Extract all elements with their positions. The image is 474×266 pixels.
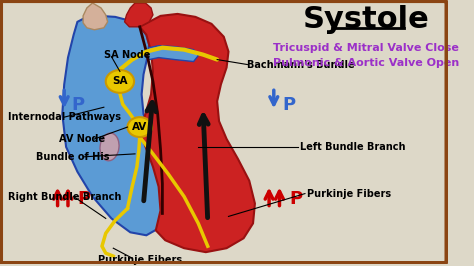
Polygon shape bbox=[62, 16, 168, 235]
Ellipse shape bbox=[106, 70, 134, 93]
Text: Bundle of His: Bundle of His bbox=[36, 152, 109, 162]
Text: Right Bundle Branch: Right Bundle Branch bbox=[8, 192, 121, 202]
Polygon shape bbox=[125, 3, 153, 27]
Text: Tricuspid & Mitral Valve Close: Tricuspid & Mitral Valve Close bbox=[273, 43, 459, 53]
Text: Systole: Systole bbox=[303, 5, 430, 34]
Text: SA: SA bbox=[112, 76, 128, 86]
Ellipse shape bbox=[128, 117, 152, 137]
Polygon shape bbox=[146, 46, 198, 61]
Text: AV Node: AV Node bbox=[58, 134, 105, 144]
Text: SA Node: SA Node bbox=[104, 49, 150, 60]
Text: P: P bbox=[283, 96, 295, 114]
Ellipse shape bbox=[100, 133, 119, 161]
Text: AV: AV bbox=[132, 122, 147, 132]
Text: P: P bbox=[289, 190, 302, 207]
Text: Purkinje Fibers: Purkinje Fibers bbox=[307, 189, 391, 199]
Polygon shape bbox=[140, 14, 255, 252]
Text: Bachmann's Bundle: Bachmann's Bundle bbox=[247, 60, 355, 69]
Text: Purkinje Fibers: Purkinje Fibers bbox=[98, 255, 182, 265]
Text: Pulmonic & Aortic Valve Open: Pulmonic & Aortic Valve Open bbox=[273, 57, 459, 68]
Text: P: P bbox=[77, 190, 91, 207]
Text: Left Bundle Branch: Left Bundle Branch bbox=[300, 142, 406, 152]
Polygon shape bbox=[83, 3, 108, 30]
Text: Internodal Pathways: Internodal Pathways bbox=[8, 112, 120, 122]
Text: P: P bbox=[72, 96, 85, 114]
